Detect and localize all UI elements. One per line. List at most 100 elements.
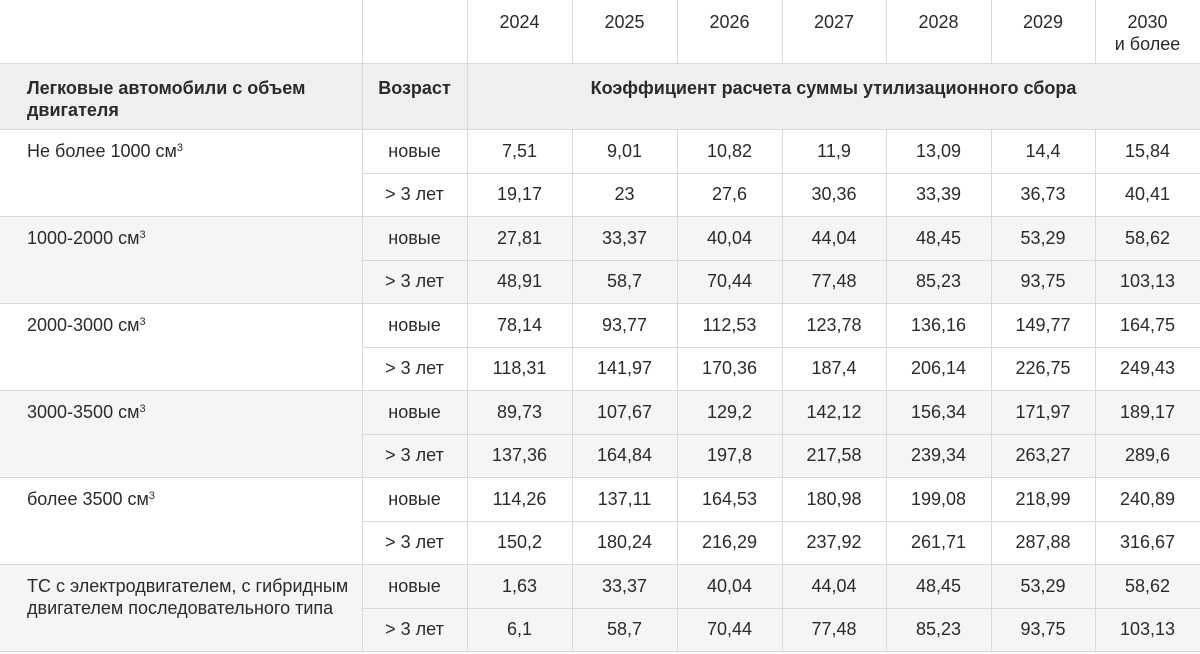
coefficient-cell: 23 [571,172,678,217]
blank-header-cell [0,0,363,64]
coefficient-cell: 150,2 [466,520,573,565]
cubic-superscript: 3 [176,141,184,154]
coefficient-cell: 48,91 [466,259,573,304]
coefficient-cell: 107,67 [571,389,678,435]
year-header: 2027 [781,0,887,64]
coefficient-cell: 142,12 [781,389,887,435]
coefficient-cell: 93,75 [990,259,1096,304]
coefficient-cell: 6,1 [466,607,573,652]
coefficient-cell: 170,36 [676,346,783,391]
coefficient-cell: 180,24 [571,520,678,565]
age-cell: > 3 лет [361,607,468,652]
coefficient-cell: 206,14 [885,346,992,391]
coefficient-cell: 11,9 [781,128,887,174]
coefficient-cell: 189,17 [1094,389,1200,435]
coefficient-cell: 180,98 [781,476,887,522]
coefficient-cell: 103,13 [1094,607,1200,652]
table-row: > 3 лет 6,1 58,7 70,44 77,48 85,23 93,75 103,13 [0,607,1200,652]
coefficient-cell: 164,84 [571,433,678,478]
coefficient-cell: 44,04 [781,215,887,261]
age-cell: > 3 лет [361,433,468,478]
coefficient-cell: 112,53 [676,302,783,348]
coefficient-cell: 226,75 [990,346,1096,391]
coefficient-cell: 33,39 [885,172,992,217]
coefficient-cell: 10,82 [676,128,783,174]
coefficient-cell: 58,7 [571,259,678,304]
coefficient-cell: 103,13 [1094,259,1200,304]
coefficient-cell: 77,48 [781,607,887,652]
coefficient-cell: 199,08 [885,476,992,522]
year-header: 2025 [571,0,678,64]
engine-category-label: ТС с электродвигателем, с гибридным двиг… [0,563,363,652]
coefficient-cell: 141,97 [571,346,678,391]
engine-category-label: 3000-3500 см3 [0,389,363,478]
engine-category-label: 1000-2000 см3 [0,215,363,304]
coefficient-cell: 164,53 [676,476,783,522]
coefficient-cell: 89,73 [466,389,573,435]
coefficient-cell: 15,84 [1094,128,1200,174]
coefficient-cell: 156,34 [885,389,992,435]
coefficient-cell: 164,75 [1094,302,1200,348]
coefficient-cell: 85,23 [885,259,992,304]
age-column-header: Возраст [361,62,468,130]
table-row: 2000-3000 см3 новые 78,14 93,77 112,53 123,78… [0,302,1200,391]
coefficient-cell: 58,62 [1094,215,1200,261]
coefficient-cell: 58,7 [571,607,678,652]
coefficient-cell: 129,2 [676,389,783,435]
coefficient-cell: 1,63 [466,563,573,609]
year-header-last: 2030 и более [1094,0,1200,64]
age-cell: новые [361,563,468,609]
coefficient-cell: 9,01 [571,128,678,174]
table-row: > 3 лет 150,2 180,24 216,29 237,92 261,71 287,… [0,520,1200,565]
column-header-row: Легковые автомобили с объем двигателя Во… [0,62,1200,130]
year-header: 2024 [466,0,573,64]
age-cell: > 3 лет [361,259,468,304]
year-header: 2028 [885,0,992,64]
coefficient-cell: 36,73 [990,172,1096,217]
blank-header-cell [362,0,468,64]
cubic-superscript: 3 [139,402,146,415]
age-cell: новые [361,215,468,261]
table-row: > 3 лет 118,31 141,97 170,36 187,4 206,14 226,… [0,346,1200,391]
year-header-row: 2024 2025 2026 2027 2028 2029 2030 и бол… [0,0,1200,64]
coefficient-cell: 171,97 [990,389,1096,435]
age-cell: новые [361,476,468,522]
coefficient-cell: 14,4 [990,128,1096,174]
coefficient-cell: 33,37 [571,563,678,609]
cubic-superscript: 3 [139,228,146,241]
coefficient-cell: 78,14 [466,302,573,348]
table-row: > 3 лет 19,17 23 27,6 30,36 33,39 36,73 40,41 [0,172,1200,217]
year-label: 2030 [1127,12,1168,32]
year-label-suffix: и более [1114,34,1181,54]
coefficient-cell: 48,45 [885,215,992,261]
table-row: 3000-3500 см3 новые 89,73 107,67 129,2 142,12… [0,389,1200,478]
coefficient-cell: 118,31 [466,346,573,391]
year-header: 2026 [676,0,783,64]
engine-category-label: Не более 1000 см3 [0,128,363,217]
coefficient-cell: 237,92 [781,520,887,565]
table-row: 1000-2000 см3 новые 27,81 33,37 40,04 44,04 48… [0,215,1200,304]
table-row: > 3 лет 48,91 58,7 70,44 77,48 85,23 93,75 103,… [0,259,1200,304]
coefficient-cell: 70,44 [676,607,783,652]
coefficient-cell: 249,43 [1094,346,1200,391]
coefficient-cell: 187,4 [781,346,887,391]
coefficient-cell: 137,36 [466,433,573,478]
engine-category-label: 2000-3000 см3 [0,302,363,391]
coefficient-cell: 77,48 [781,259,887,304]
coefficient-column-header: Коэффициент расчета суммы утилизационног… [466,62,1200,130]
table-row: Не более 1000 см3 новые 7,51 9,01 10,82 11,9 1… [0,128,1200,217]
coefficient-cell: 263,27 [990,433,1096,478]
coefficient-cell: 316,67 [1094,520,1200,565]
coefficient-cell: 53,29 [990,563,1096,609]
coefficient-cell: 218,99 [990,476,1096,522]
coefficient-cell: 137,11 [571,476,678,522]
coefficient-cell: 217,58 [781,433,887,478]
coefficient-cell: 261,71 [885,520,992,565]
coefficient-cell: 40,04 [676,563,783,609]
coefficient-cell: 287,88 [990,520,1096,565]
coefficient-cell: 136,16 [885,302,992,348]
coefficient-cell: 44,04 [781,563,887,609]
coefficient-cell: 149,77 [990,302,1096,348]
coefficient-cell: 48,45 [885,563,992,609]
